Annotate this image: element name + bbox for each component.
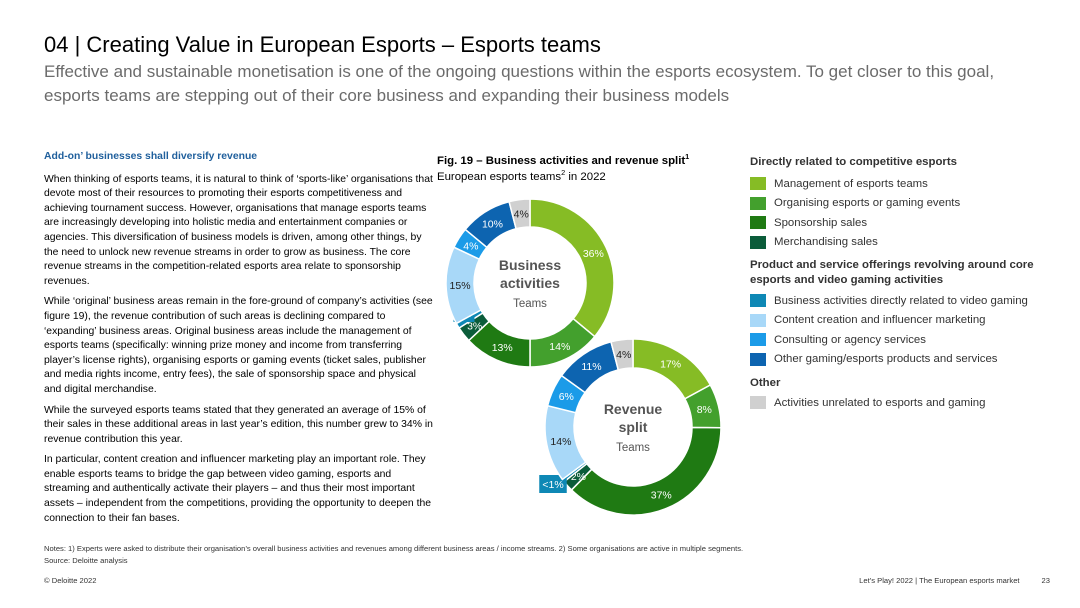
- small-slice-label-box: [539, 475, 567, 493]
- figure-subtitle-text: European esports teams: [437, 170, 562, 183]
- legend-label: Content creation and influencer marketin…: [774, 314, 986, 327]
- page-number: 23: [1041, 576, 1050, 585]
- legend-heading: Other: [750, 377, 781, 389]
- center-label: activities: [500, 275, 560, 291]
- figure-title-footnote: 1: [685, 152, 690, 161]
- legend-swatch: [750, 177, 766, 191]
- paragraph-1: When thinking of esports teams, it is na…: [44, 173, 433, 287]
- center-sublabel: Teams: [616, 442, 650, 454]
- legend-item: Other gaming/esports products and servic…: [750, 350, 1070, 370]
- data-label: 4%: [616, 349, 631, 361]
- data-label: 36%: [583, 248, 604, 260]
- legend-item: Management of esports teams: [750, 174, 1070, 194]
- data-label: 10%: [482, 219, 503, 231]
- data-label: 8%: [697, 404, 712, 416]
- legend-item: Sponsorship sales: [750, 213, 1070, 233]
- figure-subtitle-footnote: 2: [561, 168, 566, 177]
- paragraph-4: In particular, content creation and infl…: [44, 454, 432, 524]
- legend-label: Merchandising sales: [774, 236, 878, 249]
- legend-group-competitive: Directly related to competitive esports …: [750, 155, 1070, 252]
- data-label: 14%: [550, 436, 571, 448]
- data-label: 3%: [467, 321, 482, 333]
- figure-title: Fig. 19 – Business activities and revenu…: [437, 152, 689, 167]
- legend-label: Management of esports teams: [774, 177, 928, 190]
- legend-swatch: [750, 294, 766, 308]
- footer-copyright: © Deloitte 2022: [44, 576, 97, 585]
- data-label: <1%: [542, 479, 563, 491]
- legend-swatch: [750, 352, 766, 366]
- legend-label: Sponsorship sales: [774, 216, 868, 229]
- donut-segment: [610, 338, 634, 371]
- legend-label: Consulting or agency services: [774, 333, 926, 346]
- legend-swatch: [750, 235, 766, 249]
- legend-item: Content creation and influencer marketin…: [750, 311, 1070, 331]
- legend-item: Business activities directly related to …: [750, 291, 1070, 311]
- source-note: Source: Deloitte analysis: [44, 556, 128, 565]
- section-heading: Add-on’ businesses shall diversify reven…: [44, 151, 258, 162]
- body-text-column: Add-on’ businesses shall diversify reven…: [44, 150, 434, 532]
- data-label: 11%: [581, 361, 601, 373]
- footnotes: Notes: 1) Experts were asked to distribu…: [44, 544, 744, 553]
- figure-title-text: Fig. 19 – Business activities and revenu…: [437, 154, 686, 167]
- legend-swatch: [750, 313, 766, 327]
- legend-group-core-offerings: Product and service offerings revolving …: [750, 258, 1070, 369]
- center-label: split: [619, 419, 648, 435]
- page-subtitle: Effective and sustainable monetisation i…: [44, 62, 995, 105]
- legend-item: Consulting or agency services: [750, 330, 1070, 350]
- center-sublabel: Teams: [513, 298, 547, 310]
- donut-segment: [570, 426, 722, 516]
- legend-item: Activities unrelated to esports and gami…: [750, 393, 1070, 413]
- data-label: 4%: [514, 208, 529, 220]
- footer-report-title: Let’s Play! 2022 | The European esports …: [859, 576, 1020, 585]
- legend-heading: Product and service offerings revolving …: [750, 259, 1034, 286]
- data-label: 17%: [660, 359, 681, 371]
- legend-label: Business activities directly related to …: [774, 294, 1028, 307]
- legend-item: Merchandising sales: [750, 233, 1070, 253]
- legend-swatch: [750, 396, 766, 410]
- legend-label: Activities unrelated to esports and gami…: [774, 396, 986, 409]
- legend-item: Organising esports or gaming events: [750, 194, 1070, 214]
- figure-subtitle-year: in 2022: [565, 170, 606, 183]
- legend-swatch: [750, 333, 766, 347]
- legend-label: Other gaming/esports products and servic…: [774, 353, 998, 366]
- paragraph-3: While the surveyed esports teams stated …: [44, 404, 433, 445]
- data-label: 14%: [549, 341, 570, 353]
- data-label: 4%: [463, 240, 478, 252]
- page-title: 04 | Creating Value in European Esports …: [44, 32, 601, 57]
- legend-swatch: [750, 196, 766, 210]
- data-label: 13%: [492, 342, 513, 354]
- figure-subtitle: European esports teams2 in 2022: [437, 168, 606, 183]
- paragraph-2: While ‘original’ business areas remain i…: [44, 296, 433, 395]
- legend-group-other: Other Activities unrelated to esports an…: [750, 376, 1070, 413]
- legend-label: Organising esports or gaming events: [774, 197, 961, 210]
- donut-segment: [508, 198, 531, 230]
- data-label: 15%: [450, 280, 471, 292]
- center-label: Revenue: [604, 401, 663, 417]
- legend-swatch: [750, 216, 766, 230]
- footer-publication: Let’s Play! 2022 | The European esports …: [859, 576, 1050, 585]
- data-label: 6%: [559, 391, 574, 403]
- data-label: 37%: [651, 490, 672, 502]
- legend-heading: Directly related to competitive esports: [750, 156, 957, 168]
- center-label: Business: [499, 257, 561, 273]
- donut-business-activities: 36%14%13%3%1%15%4%10%4%Businessactivitie…: [445, 198, 615, 368]
